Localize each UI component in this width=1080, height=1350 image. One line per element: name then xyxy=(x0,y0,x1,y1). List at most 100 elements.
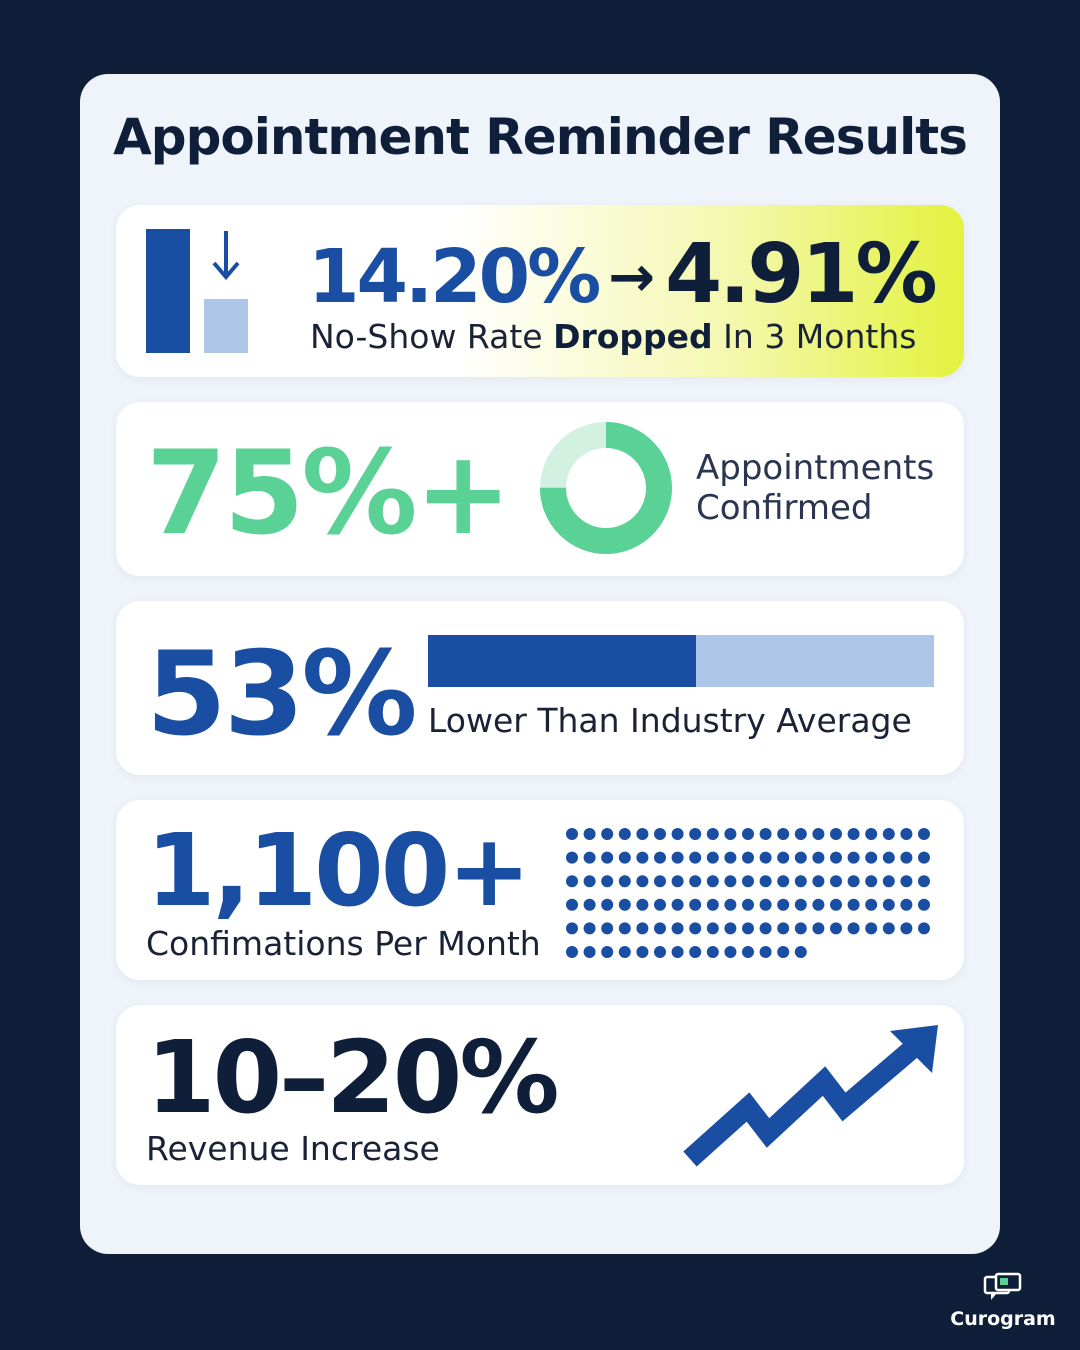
dot xyxy=(847,922,860,935)
dot xyxy=(794,898,807,911)
dot xyxy=(654,898,666,911)
dot xyxy=(654,875,666,888)
dot xyxy=(636,851,649,864)
down-arrow-icon xyxy=(212,231,240,281)
dot xyxy=(882,898,895,911)
dot xyxy=(671,828,684,840)
dot xyxy=(777,828,790,840)
dot xyxy=(583,851,596,864)
dot xyxy=(636,898,649,911)
industry-compare-card: 53% Lower Than Industry Average xyxy=(116,601,964,775)
dot xyxy=(794,828,807,840)
dot xyxy=(618,875,631,888)
dot xyxy=(654,922,666,935)
dot xyxy=(601,946,614,958)
dot xyxy=(918,875,930,888)
comparison-bar xyxy=(428,635,934,687)
revenue-caption: Revenue Increase xyxy=(146,1129,440,1168)
right-arrow-icon: → xyxy=(608,245,656,310)
caption-bold: Dropped xyxy=(553,317,713,356)
dot xyxy=(566,851,578,864)
dot xyxy=(618,828,631,840)
dot xyxy=(830,898,842,911)
dot xyxy=(900,898,913,911)
dot xyxy=(671,922,684,935)
comparison-bar-fill xyxy=(428,635,697,687)
dot xyxy=(618,946,631,958)
dot xyxy=(654,851,666,864)
confirmations-caption: Confimations Per Month xyxy=(146,924,541,963)
dot xyxy=(671,851,684,864)
dot xyxy=(706,898,719,911)
dot xyxy=(601,922,614,935)
brand-name: Curogram xyxy=(950,1308,1056,1330)
dot xyxy=(583,922,596,935)
dot xyxy=(636,875,649,888)
dot xyxy=(830,828,842,840)
dot xyxy=(742,851,754,864)
dot xyxy=(742,898,754,911)
dot xyxy=(812,851,825,864)
confirmed-value: 75%+ xyxy=(146,426,512,561)
dot xyxy=(882,875,895,888)
dot xyxy=(601,875,614,888)
dot xyxy=(671,946,684,958)
dot xyxy=(794,851,807,864)
dot xyxy=(706,851,719,864)
dot xyxy=(847,851,860,864)
dot xyxy=(900,851,913,864)
dot-grid xyxy=(566,828,930,958)
dot xyxy=(706,946,719,958)
dot xyxy=(777,851,790,864)
dot xyxy=(566,946,578,958)
revenue-card: 10–20% Revenue Increase xyxy=(116,1005,964,1185)
dot xyxy=(777,922,790,935)
dot xyxy=(618,922,631,935)
dot xyxy=(794,946,807,958)
no-show-caption: No-Show Rate Dropped In 3 Months xyxy=(310,317,916,356)
confirmed-card: 75%+ Appointments Confirmed xyxy=(116,402,964,576)
dot xyxy=(882,828,895,840)
dot xyxy=(759,851,772,864)
dot xyxy=(812,898,825,911)
dot xyxy=(847,898,860,911)
dot xyxy=(689,875,702,888)
dot xyxy=(759,828,772,840)
dot xyxy=(566,898,578,911)
dot xyxy=(689,946,702,958)
caption-text: No-Show Rate xyxy=(310,317,554,356)
dot xyxy=(918,898,930,911)
page-title: Appointment Reminder Results xyxy=(113,108,968,166)
dot xyxy=(618,851,631,864)
dot xyxy=(865,828,878,840)
dot xyxy=(865,875,878,888)
dot xyxy=(636,922,649,935)
dot xyxy=(601,898,614,911)
dot xyxy=(724,922,737,935)
dot xyxy=(566,875,578,888)
after-bar xyxy=(204,299,248,353)
donut-arc xyxy=(540,422,672,554)
dot xyxy=(830,922,842,935)
dot xyxy=(812,875,825,888)
revenue-value: 10–20% xyxy=(146,1019,560,1136)
dot xyxy=(918,828,930,840)
donut-chart xyxy=(540,422,672,554)
dot xyxy=(794,922,807,935)
dot xyxy=(706,828,719,840)
dot xyxy=(706,875,719,888)
confirmations-card: 1,100+ Confimations Per Month xyxy=(116,800,964,980)
dot xyxy=(636,946,649,958)
dot xyxy=(882,922,895,935)
dot xyxy=(724,946,737,958)
dot xyxy=(689,898,702,911)
industry-caption: Lower Than Industry Average xyxy=(428,701,912,740)
dot xyxy=(706,922,719,935)
dot xyxy=(865,898,878,911)
dot xyxy=(583,828,596,840)
dot xyxy=(865,851,878,864)
dot xyxy=(830,851,842,864)
chat-bubbles-icon xyxy=(983,1272,1022,1300)
dot xyxy=(742,828,754,840)
dot xyxy=(636,828,649,840)
